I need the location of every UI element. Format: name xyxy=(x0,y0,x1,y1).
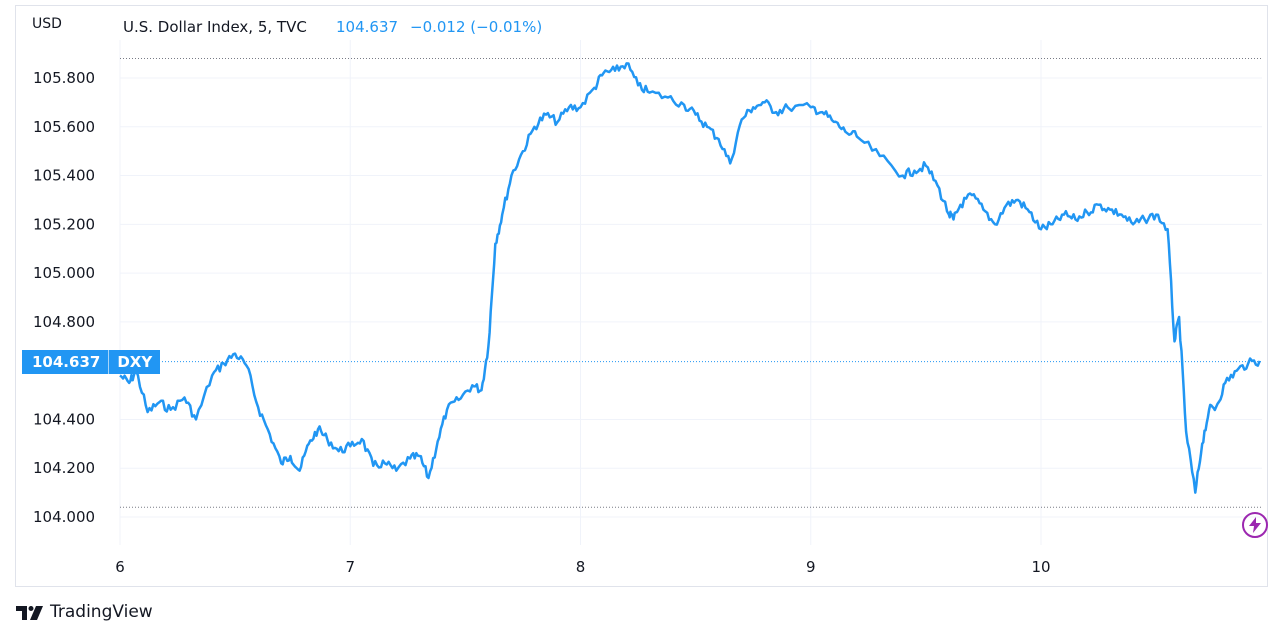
symbol-title[interactable]: U.S. Dollar Index, 5, TVC xyxy=(123,18,307,36)
y-tick-label: 104.200 xyxy=(33,459,95,477)
tradingview-wordmark: TradingView xyxy=(50,602,153,622)
y-tick-label: 104.000 xyxy=(33,508,95,526)
tradingview-logo-icon xyxy=(16,606,43,620)
lightning-icon[interactable] xyxy=(1242,512,1268,538)
x-axis: 6 7 8 9 10 xyxy=(115,558,1050,576)
series-line-dxy xyxy=(119,62,1261,494)
current-price-tag-value: 104.637 xyxy=(32,353,101,371)
tradingview-logo[interactable]: TradingView xyxy=(16,602,153,622)
x-tick-label: 8 xyxy=(576,558,586,576)
chart-grid xyxy=(119,40,1262,545)
y-tick-label: 104.400 xyxy=(33,410,95,428)
y-axis-currency-label: USD xyxy=(32,16,62,32)
chart-frame xyxy=(15,5,1268,587)
y-tick-label: 104.800 xyxy=(33,313,95,331)
y-tick-label: 105.400 xyxy=(33,167,95,185)
last-price: 104.637 xyxy=(336,18,399,36)
y-axis: 104.000 104.200 104.400 104.800 105.000 105.2… xyxy=(33,69,95,526)
y-tick-label: 105.800 xyxy=(33,69,95,87)
price-series xyxy=(119,62,1261,494)
x-tick-label: 9 xyxy=(806,558,816,576)
current-price-tag: 104.637 DXY xyxy=(22,350,161,374)
x-tick-label: 6 xyxy=(115,558,125,576)
current-price-tag-symbol: DXY xyxy=(108,350,160,374)
reference-lines xyxy=(120,57,1262,508)
y-tick-label: 105.600 xyxy=(33,118,95,136)
y-tick-label: 105.000 xyxy=(33,264,95,282)
x-tick-label: 7 xyxy=(345,558,355,576)
y-tick-label: 105.200 xyxy=(33,215,95,233)
price-change: −0.012 (−0.01%) xyxy=(410,18,543,36)
x-tick-label: 10 xyxy=(1031,558,1050,576)
